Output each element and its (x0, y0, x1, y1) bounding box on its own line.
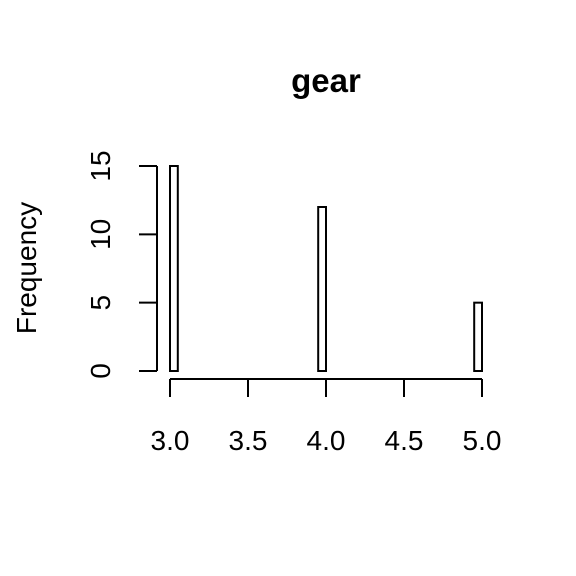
y-tick-label-2: 10 (85, 219, 116, 250)
x-tick-label-2: 4.0 (307, 425, 346, 456)
x-axis: 3.0 3.5 4.0 4.5 5.0 (151, 378, 502, 456)
x-tick-label-3: 4.5 (385, 425, 424, 456)
bars-group (169, 165, 484, 372)
y-tick-label-1: 5 (85, 295, 116, 311)
x-tick-label-1: 3.5 (229, 425, 268, 456)
y-axis: 0 5 10 15 (85, 150, 158, 379)
y-tick-label-0: 0 (85, 363, 116, 379)
bar-2 (317, 206, 328, 372)
chart-title: gear (291, 62, 361, 99)
y-tick-label-3: 15 (85, 150, 116, 181)
x-tick-label-4: 5.0 (463, 425, 502, 456)
y-axis-label: Frequency (11, 202, 42, 334)
bar-0 (169, 165, 179, 372)
x-tick-label-0: 3.0 (151, 425, 190, 456)
bar-4 (473, 301, 484, 372)
